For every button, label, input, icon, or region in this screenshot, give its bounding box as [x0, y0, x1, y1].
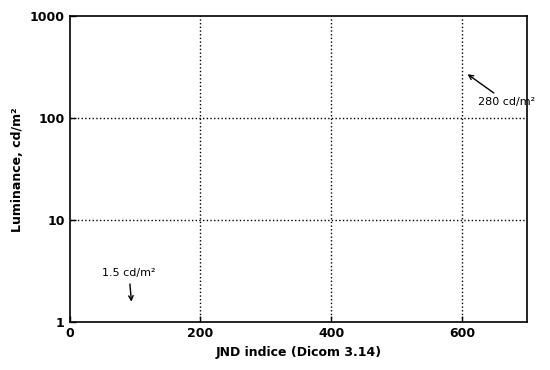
Text: 1.5 cd/m²: 1.5 cd/m² — [102, 268, 156, 300]
Text: 280 cd/m²: 280 cd/m² — [469, 75, 536, 107]
Y-axis label: Luminance, cd/m²: Luminance, cd/m² — [11, 107, 24, 232]
X-axis label: JND indice (Dicom 3.14): JND indice (Dicom 3.14) — [216, 346, 382, 359]
